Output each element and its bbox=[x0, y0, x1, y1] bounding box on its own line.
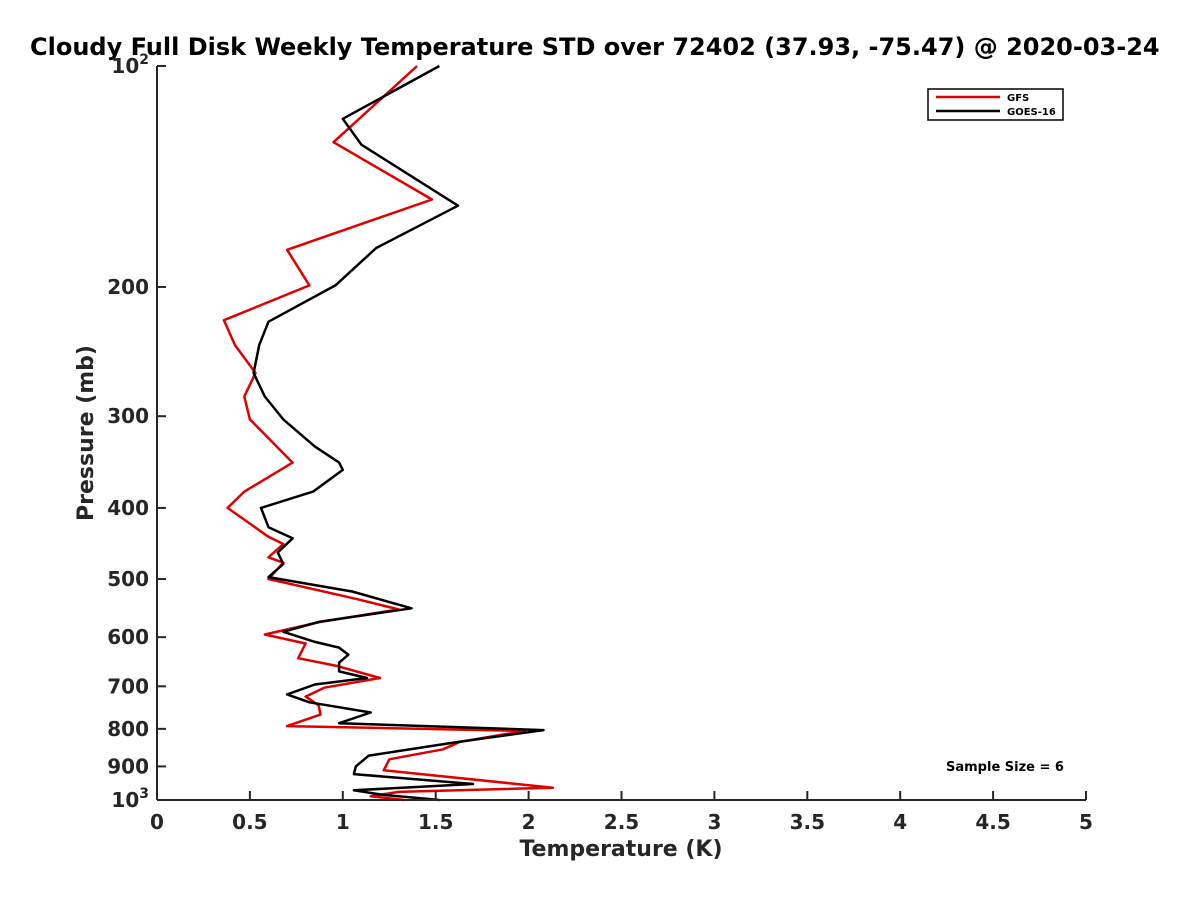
x-tick-label: 3.5 bbox=[790, 810, 825, 834]
x-tick-label: 0.5 bbox=[232, 810, 267, 834]
y-tick-label: 103 bbox=[111, 786, 149, 812]
x-axis-label: Temperature (K) bbox=[519, 837, 722, 862]
y-tick-label: 600 bbox=[107, 625, 149, 649]
y-tick-label: 700 bbox=[107, 674, 149, 698]
y-tick-label: 102 bbox=[111, 52, 149, 78]
x-ticks: 0 0.5 1 1.5 2 2.5 3 3.5 4 4.5 5 bbox=[150, 791, 1093, 834]
legend-label-gfs: GFS bbox=[1007, 93, 1029, 104]
y-tick-label: 200 bbox=[107, 275, 149, 299]
y-tick-label: 400 bbox=[107, 496, 149, 520]
y-tick-label: 300 bbox=[107, 404, 149, 428]
y-axis-label: Pressure (mb) bbox=[74, 345, 99, 521]
y-tick-label: 500 bbox=[107, 567, 149, 591]
x-tick-label: 2 bbox=[522, 810, 536, 834]
legend-box bbox=[927, 88, 1064, 121]
chart-title: Cloudy Full Disk Weekly Temperature STD … bbox=[30, 33, 1160, 61]
y-tick-label: 800 bbox=[107, 717, 149, 741]
x-tick-label: 3 bbox=[707, 810, 721, 834]
x-tick-label: 0 bbox=[150, 810, 164, 834]
y-tick-label: 900 bbox=[107, 754, 149, 778]
series-line-goes16 bbox=[252, 64, 545, 802]
x-tick-label: 2.5 bbox=[604, 810, 639, 834]
x-tick-label: 4.5 bbox=[975, 810, 1010, 834]
x-tick-label: 1.5 bbox=[418, 810, 453, 834]
legend-label-goes16: GOES-16 bbox=[1007, 107, 1056, 118]
plot-area bbox=[222, 64, 555, 802]
y-ticks: 102 200 300 400 500 600 700 800 900 103 bbox=[107, 52, 166, 812]
sample-size-annotation: Sample Size = 6 bbox=[946, 760, 1064, 775]
x-tick-label: 4 bbox=[893, 810, 907, 834]
x-tick-label: 5 bbox=[1079, 810, 1093, 834]
legend: GFS GOES-16 bbox=[927, 88, 1064, 121]
x-tick-label: 1 bbox=[336, 810, 350, 834]
